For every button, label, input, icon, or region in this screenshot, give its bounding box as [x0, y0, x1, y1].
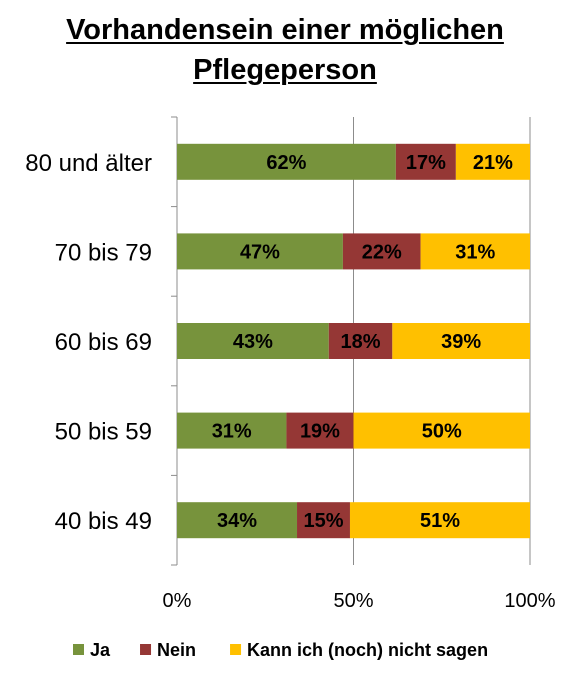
- bar-segment: [177, 502, 298, 539]
- data-label: 19%: [300, 421, 340, 443]
- data-label: 39%: [441, 331, 481, 353]
- bar-segment: [349, 502, 530, 539]
- bar-segment: [286, 412, 354, 449]
- data-label: 15%: [303, 510, 343, 532]
- legend-swatch: [230, 644, 242, 655]
- bar-segment: [297, 502, 350, 539]
- bar-segment: [420, 233, 530, 270]
- bar-segment: [455, 143, 530, 180]
- chart-title-line-2: Pflegeperson: [193, 54, 377, 86]
- bar-segment: [395, 143, 456, 180]
- data-label: 51%: [420, 510, 460, 532]
- bar-segment: [177, 143, 396, 180]
- category-label: 50 bis 59: [55, 419, 152, 446]
- bar-segment: [177, 233, 343, 270]
- bar-segment: [392, 323, 530, 359]
- bar-segment: [342, 233, 421, 270]
- category-label: 60 bis 69: [55, 329, 152, 356]
- x-tick-label: 0%: [163, 590, 192, 612]
- category-label: 80 und älter: [25, 150, 152, 177]
- bar-segment: [177, 412, 287, 449]
- data-label: 18%: [341, 331, 381, 353]
- legend-swatch: [140, 644, 152, 655]
- data-label: 34%: [217, 510, 257, 532]
- data-label: 17%: [406, 152, 446, 174]
- data-label: 22%: [362, 241, 402, 263]
- legend-label: Nein: [157, 640, 196, 660]
- legend-label: Kann ich (noch) nicht sagen: [247, 640, 488, 660]
- data-label: 43%: [233, 331, 273, 353]
- x-tick-label: 100%: [504, 590, 555, 612]
- data-label: 47%: [240, 241, 280, 263]
- data-label: 62%: [266, 152, 306, 174]
- bar-segment: [328, 323, 393, 359]
- category-label: 40 bis 49: [55, 508, 152, 535]
- data-label: 50%: [422, 421, 462, 443]
- data-label: 21%: [473, 152, 513, 174]
- data-label: 31%: [455, 241, 495, 263]
- data-label: 31%: [212, 421, 252, 443]
- bar-segment: [353, 412, 530, 449]
- legend-swatch: [73, 644, 84, 655]
- x-tick-label: 50%: [333, 590, 373, 612]
- chart-title: Vorhandensein einer möglichen Pflegepers…: [0, 10, 570, 90]
- chart-title-line-1: Vorhandensein einer möglichen: [66, 14, 504, 46]
- legend-label: Ja: [90, 640, 111, 660]
- category-label: 70 bis 79: [55, 239, 152, 266]
- bar-segment: [177, 323, 329, 359]
